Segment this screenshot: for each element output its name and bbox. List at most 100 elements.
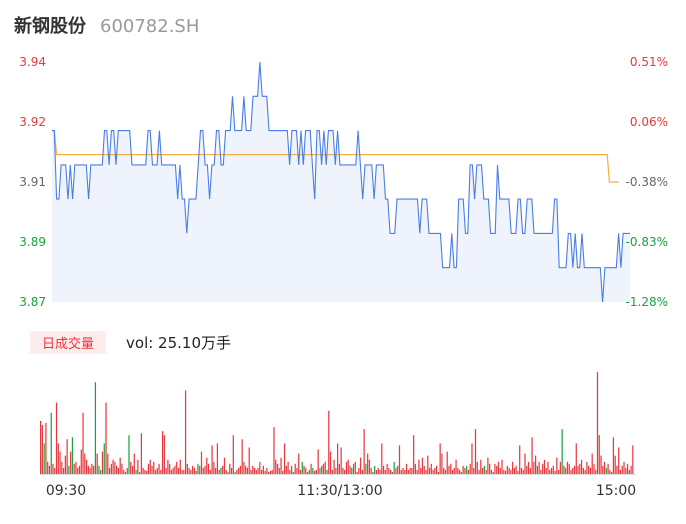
volume-tab[interactable]: 日成交量 xyxy=(30,331,107,354)
volume-bar xyxy=(605,467,607,474)
volume-bar xyxy=(462,465,464,474)
volume-bar xyxy=(414,463,417,474)
volume-bar xyxy=(345,461,348,474)
volume-bar xyxy=(490,469,493,474)
volume-bar xyxy=(570,469,572,474)
volume-bar xyxy=(50,412,52,474)
volume-bar xyxy=(165,467,167,474)
volume-bar xyxy=(257,467,259,474)
y-tick-left: 3.94 xyxy=(19,55,46,69)
volume-bar xyxy=(299,469,302,474)
volume-bar xyxy=(133,453,135,474)
volume-bar xyxy=(41,425,43,474)
volume-bar xyxy=(225,469,227,474)
volume-bar xyxy=(423,465,425,474)
volume-bar xyxy=(377,467,379,474)
volume-bar xyxy=(580,459,583,474)
volume-bar xyxy=(45,423,47,474)
volume-bar xyxy=(179,459,181,474)
volume-bar xyxy=(547,461,549,474)
volume-bar xyxy=(239,465,241,474)
volume-bar xyxy=(107,453,109,474)
volume-bar xyxy=(582,467,584,474)
volume-bar xyxy=(73,463,75,474)
volume-bar xyxy=(467,469,470,474)
volume-bar xyxy=(337,443,339,474)
volume-bar xyxy=(568,463,570,474)
volume-bar xyxy=(91,463,93,474)
volume-bar xyxy=(453,467,455,474)
volume-bar xyxy=(192,465,194,474)
volume-bar xyxy=(460,472,462,474)
volume-bar xyxy=(303,465,305,474)
volume-bar xyxy=(276,463,279,474)
volume-bar xyxy=(625,467,627,474)
volume-bar xyxy=(47,461,49,474)
volume-bar xyxy=(354,461,356,474)
volume-bar xyxy=(308,469,310,474)
volume-bar xyxy=(121,463,123,474)
volume-bar xyxy=(556,457,558,474)
volume-bar xyxy=(283,443,286,474)
volume-bar xyxy=(243,461,245,474)
volume-bar xyxy=(321,465,323,474)
volume-bar xyxy=(59,451,61,474)
volume-bar xyxy=(367,453,369,474)
volume-label-row: 日成交量 vol: 25.10万手 xyxy=(30,331,231,354)
volume-bar xyxy=(197,463,199,474)
volume-bar xyxy=(328,410,330,474)
volume-bar xyxy=(526,465,528,474)
volume-bar xyxy=(103,443,105,474)
volume-bar xyxy=(351,467,353,474)
volume-bar xyxy=(169,463,171,474)
volume-bar xyxy=(183,469,185,474)
volume-bar xyxy=(588,465,590,474)
volume-bar xyxy=(471,443,473,474)
volume-bar xyxy=(268,472,270,474)
volume-bar xyxy=(478,469,480,474)
volume-bar xyxy=(292,472,295,474)
volume-bar xyxy=(451,469,454,474)
y-tick-left: 3.91 xyxy=(19,175,46,189)
volume-bar xyxy=(207,463,210,474)
volume-bar xyxy=(54,467,56,474)
volume-bar xyxy=(487,457,489,474)
volume-bar xyxy=(289,469,291,474)
volume-bar xyxy=(319,467,321,474)
volume-bar xyxy=(611,472,613,474)
volume-bar xyxy=(200,451,203,474)
volume-bar xyxy=(352,463,355,474)
volume-bar xyxy=(80,449,82,474)
volume-bar xyxy=(494,463,496,474)
volume-bar xyxy=(296,467,298,474)
volume-bar xyxy=(542,463,544,474)
volume-bar xyxy=(391,472,394,474)
volume-bar xyxy=(513,467,516,474)
volume-bar xyxy=(163,435,165,474)
volume-bar xyxy=(96,453,98,474)
volume-bar xyxy=(614,455,616,474)
volume-bar xyxy=(218,469,220,474)
volume-bar xyxy=(82,412,84,474)
volume-bar xyxy=(522,469,524,474)
stock-header: 新钢股份 600782.SH xyxy=(14,12,199,40)
volume-bar xyxy=(591,453,593,474)
volume-bar xyxy=(298,453,300,474)
volume-bar xyxy=(112,459,114,474)
volume-bar xyxy=(338,463,340,474)
volume-bar xyxy=(241,439,243,474)
volume-bar xyxy=(43,443,45,474)
volume-bar xyxy=(322,463,325,474)
price-area xyxy=(52,62,630,302)
volume-bar xyxy=(94,382,97,474)
volume-bar xyxy=(144,469,146,474)
volume-bar xyxy=(554,470,556,474)
volume-bar xyxy=(264,470,266,474)
volume-bar xyxy=(177,467,180,474)
volume-bar xyxy=(466,465,468,474)
volume-bar xyxy=(101,451,104,474)
volume-bar xyxy=(193,467,196,474)
volume-bar xyxy=(55,402,58,474)
volume-bar xyxy=(186,463,188,474)
volume-bar xyxy=(89,467,91,474)
